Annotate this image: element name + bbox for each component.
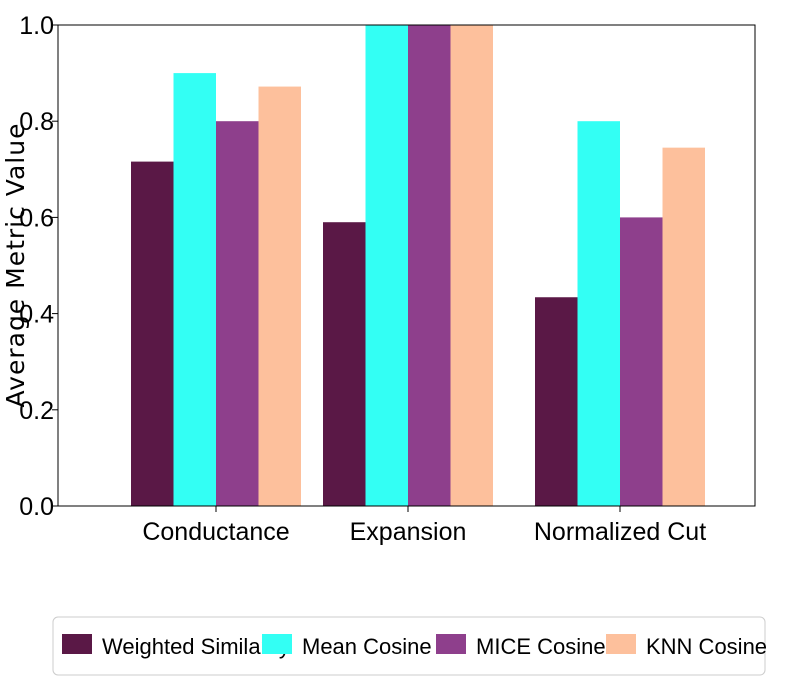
bar-weighted-similarity-expansion [323, 222, 366, 506]
legend-swatch-mean-cosine [262, 634, 292, 654]
bar-mean-cosine-normalized-cut [577, 121, 620, 506]
plot-area-frame [57, 24, 756, 507]
x-tick-label: Expansion [350, 518, 467, 546]
x-tick-label: Normalized Cut [534, 518, 706, 546]
bar-weighted-similarity-conductance [131, 161, 174, 506]
y-tick-label: 0.6 [19, 204, 54, 232]
bar-mean-cosine-expansion [365, 25, 408, 506]
y-tick-label: 0.8 [19, 108, 54, 136]
bar-mice-cosine-expansion [408, 25, 451, 506]
legend-swatch-knn-cosine [606, 634, 636, 654]
bar-mice-cosine-normalized-cut [620, 217, 663, 506]
bars-group [131, 25, 705, 507]
legend-swatch-weighted-similarity [62, 634, 92, 654]
y-axis-title: Average Metric Value [1, 123, 30, 408]
x-tick-label: Conductance [142, 518, 289, 546]
bar-knn-cosine-expansion [450, 25, 493, 506]
bar-mean-cosine-conductance [173, 73, 216, 506]
bar-mice-cosine-conductance [216, 121, 259, 506]
bar-knn-cosine-conductance [258, 86, 301, 507]
bar-weighted-similarity-normalized-cut [535, 297, 578, 506]
legend-label-mean-cosine: Mean Cosine [302, 634, 432, 659]
legend-label-weighted-similarity: Weighted Similarity [102, 634, 290, 659]
legend: Weighted Similarity Mean Cosine MICE Cosin… [52, 616, 767, 676]
legend-label-knn-cosine: KNN Cosine [646, 634, 767, 659]
y-tick-label: 0.0 [19, 493, 54, 521]
y-tick-label: 1.0 [19, 12, 54, 40]
y-tick-label: 0.4 [19, 301, 54, 329]
bar-knn-cosine-normalized-cut [662, 147, 705, 506]
legend-label-mice-cosine: MICE Cosine [476, 634, 606, 659]
y-axis: 0.0 0.2 0.4 0.6 0.8 1.0 [19, 12, 58, 521]
y-tick-label: 0.2 [19, 397, 54, 425]
x-axis: Conductance Expansion Normalized Cut [142, 506, 706, 546]
legend-frame [52, 616, 766, 676]
legend-swatch-mice-cosine [436, 634, 466, 654]
